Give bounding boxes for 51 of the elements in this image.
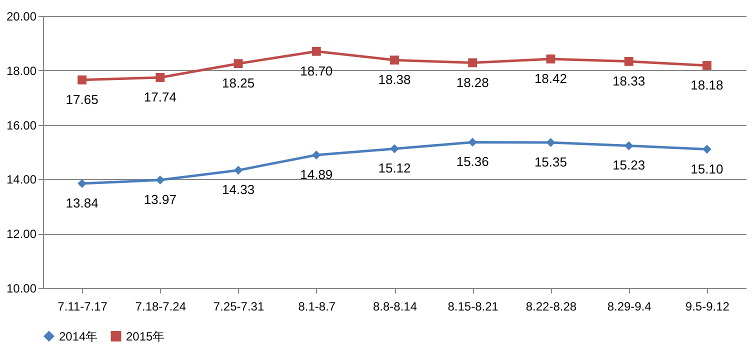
x-tick-label: 7.11-7.17 xyxy=(58,300,108,314)
data-label: 18.28 xyxy=(456,74,489,90)
point xyxy=(156,73,165,82)
y-tick-label: 14.00 xyxy=(6,172,37,187)
data-label: 17.74 xyxy=(144,89,176,104)
y-tick-label: 18.00 xyxy=(6,64,37,78)
point xyxy=(624,56,634,66)
y-tick-label: 16.00 xyxy=(6,118,37,132)
data-label: 18.70 xyxy=(300,63,333,78)
data-label: 17.65 xyxy=(66,92,98,107)
x-tick-label: 8.15-8.21 xyxy=(448,300,499,314)
point xyxy=(312,46,321,56)
data-label: 18.18 xyxy=(690,78,724,93)
y-tick-label: 10.00 xyxy=(6,282,37,296)
data-label: 18.33 xyxy=(612,73,646,88)
x-tick-label: 8.1-8.7 xyxy=(298,300,336,314)
x-tick-label: 9.5-9.12 xyxy=(685,300,730,314)
data-label: 15.36 xyxy=(456,154,489,170)
data-label: 18.38 xyxy=(378,72,411,88)
data-label: 15.12 xyxy=(378,160,411,176)
data-label: 18.25 xyxy=(222,76,255,91)
point xyxy=(546,138,556,147)
data-label: 15.35 xyxy=(534,154,567,170)
point xyxy=(234,166,243,175)
point xyxy=(78,75,87,84)
x-tick-label: 8.8-8.14 xyxy=(372,300,418,314)
y-tick-label: 20.00 xyxy=(6,10,37,24)
y-tick-label: 12.00 xyxy=(6,227,37,242)
point xyxy=(312,150,321,160)
x-tick-label: 8.22-8.28 xyxy=(526,300,577,314)
legend-label: 2015年 xyxy=(126,329,165,344)
point xyxy=(624,141,634,150)
data-label: 13.97 xyxy=(144,192,176,208)
x-tick-label: 8.29-9.4 xyxy=(607,300,652,314)
point xyxy=(468,58,478,68)
data-label: 15.10 xyxy=(690,161,724,176)
legend-label: 2014年 xyxy=(59,329,98,344)
data-label: 13.84 xyxy=(66,196,98,211)
point xyxy=(702,61,712,70)
data-label: 14.33 xyxy=(222,182,255,198)
point xyxy=(234,59,243,68)
data-label: 14.89 xyxy=(300,166,333,182)
x-tick-label: 7.18-7.24 xyxy=(135,300,186,314)
point xyxy=(546,54,556,64)
point xyxy=(156,176,165,184)
x-tick-label: 7.25-7.31 xyxy=(213,300,264,314)
data-label: 15.23 xyxy=(612,158,646,173)
point xyxy=(702,144,712,154)
point xyxy=(390,56,399,65)
point xyxy=(390,144,399,154)
data-label: 18.42 xyxy=(534,70,567,86)
